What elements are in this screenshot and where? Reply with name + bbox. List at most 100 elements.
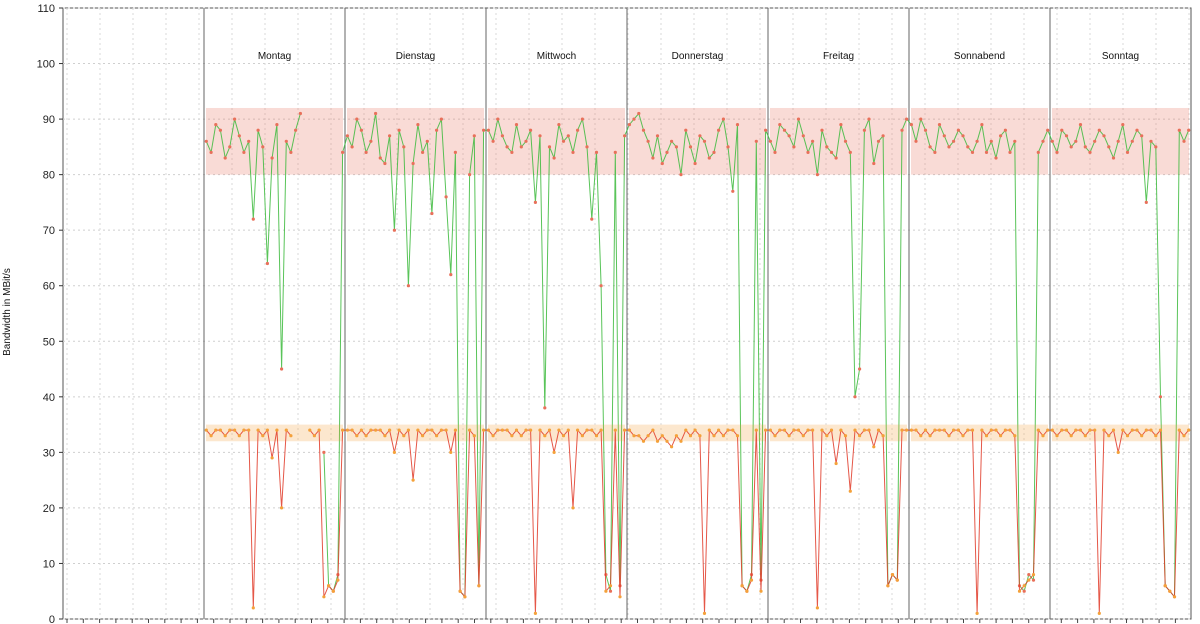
data-point <box>397 128 401 132</box>
data-point <box>1177 428 1181 432</box>
data-point <box>599 428 603 432</box>
data-point <box>359 128 363 132</box>
data-point <box>853 395 857 399</box>
data-point <box>411 478 415 482</box>
data-point <box>698 134 702 138</box>
data-point <box>1158 395 1163 399</box>
data-point <box>707 428 711 432</box>
data-point <box>1172 595 1177 599</box>
data-point <box>590 428 594 432</box>
data-point <box>533 200 538 204</box>
data-point <box>815 173 820 177</box>
data-point <box>1163 584 1167 588</box>
y-tick-label: 80 <box>43 170 55 182</box>
data-point <box>538 134 542 138</box>
data-point <box>1074 139 1078 143</box>
data-point <box>1107 434 1111 438</box>
data-point <box>646 434 650 438</box>
data-point <box>608 589 613 593</box>
data-point <box>594 150 599 154</box>
data-point <box>477 584 481 588</box>
data-point <box>872 161 876 166</box>
data-point <box>308 428 312 432</box>
data-point <box>768 428 773 432</box>
data-point <box>872 445 876 449</box>
data-point <box>251 606 255 610</box>
data-point <box>505 428 509 432</box>
data-point <box>378 428 382 432</box>
data-point <box>1097 128 1101 132</box>
data-point <box>909 428 914 432</box>
data-point <box>952 428 956 432</box>
data-point <box>726 145 730 149</box>
data-point <box>435 128 439 132</box>
data-point <box>322 595 326 599</box>
data-point <box>510 434 514 438</box>
data-point <box>449 273 453 277</box>
data-point <box>919 434 923 438</box>
data-point <box>796 428 801 432</box>
data-point <box>1027 573 1031 577</box>
day-label: Montag <box>258 51 291 62</box>
data-point <box>829 150 834 154</box>
data-point <box>345 428 349 432</box>
data-point <box>759 589 763 593</box>
data-point <box>444 195 448 199</box>
data-point <box>472 434 476 438</box>
data-point <box>543 406 547 410</box>
y-axis-title: Bandwidth in MBit/s <box>2 268 13 356</box>
data-point <box>331 589 335 593</box>
data-point <box>1060 128 1064 132</box>
data-point <box>923 128 928 132</box>
data-point <box>275 428 279 432</box>
data-point <box>1055 150 1059 154</box>
data-point <box>641 439 646 443</box>
data-point <box>1050 428 1054 432</box>
data-point <box>270 456 274 460</box>
data-point <box>289 434 293 438</box>
data-point <box>552 450 556 454</box>
data-point <box>858 434 862 438</box>
typical-range-band <box>488 424 625 442</box>
data-point <box>731 428 735 432</box>
data-point <box>341 428 345 432</box>
y-tick-label: 100 <box>37 59 55 71</box>
data-point <box>218 428 222 432</box>
data-point <box>1144 428 1148 432</box>
data-point <box>369 139 373 143</box>
data-point <box>1144 200 1148 204</box>
y-tick-label: 0 <box>49 614 55 624</box>
data-point <box>486 428 490 432</box>
data-point <box>1083 434 1087 438</box>
data-point <box>961 434 965 438</box>
data-point <box>472 134 476 138</box>
data-point <box>641 128 646 132</box>
data-point <box>421 150 425 154</box>
day-label: Mittwoch <box>537 51 576 62</box>
y-tick-label: 10 <box>43 558 55 570</box>
data-point <box>1064 134 1069 138</box>
data-point <box>538 428 542 432</box>
data-point <box>566 428 570 432</box>
data-point <box>764 128 768 132</box>
data-point <box>1102 428 1106 432</box>
data-point <box>1055 434 1059 438</box>
data-point <box>905 117 909 121</box>
data-point <box>1187 128 1191 132</box>
data-point <box>923 428 928 432</box>
data-point <box>834 461 838 466</box>
data-point <box>359 428 363 432</box>
data-point <box>576 428 580 432</box>
typical-range-band <box>911 107 1048 175</box>
data-point <box>322 450 326 454</box>
data-point <box>909 123 914 127</box>
data-point <box>627 123 632 127</box>
data-point <box>223 156 227 160</box>
data-point <box>514 428 519 432</box>
y-tick-label: 70 <box>43 225 55 237</box>
data-point <box>956 128 961 132</box>
data-point <box>463 595 467 599</box>
typical-range-band <box>1052 424 1189 442</box>
data-point <box>1177 128 1181 132</box>
data-point <box>1154 434 1158 438</box>
